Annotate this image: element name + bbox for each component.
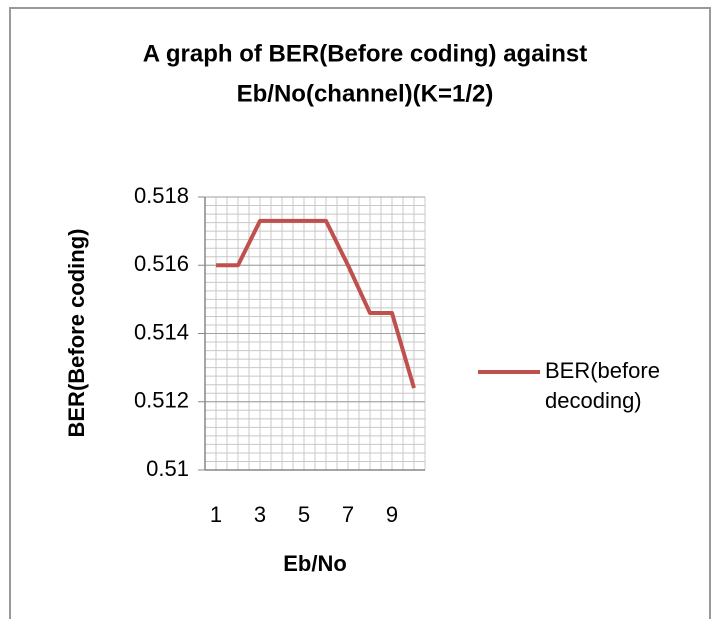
y-tick-label: 0.51 <box>146 456 189 481</box>
frame <box>9 7 711 619</box>
y-tick-label: 0.516 <box>134 251 189 276</box>
x-axis-label: Eb/No <box>283 551 347 576</box>
x-tick-label: 1 <box>210 502 222 527</box>
legend-label: BER(before decoding) <box>545 358 660 413</box>
x-tick-label: 3 <box>254 502 266 527</box>
series-line <box>216 218 416 389</box>
y-tick-label: 0.518 <box>134 183 189 208</box>
y-axis-label: BER(Before coding) <box>64 229 89 438</box>
y-tick-label: 0.512 <box>134 388 189 413</box>
y-tick-label: 0.514 <box>134 319 189 344</box>
x-tick-label: 7 <box>342 502 354 527</box>
x-tick-label: 9 <box>386 502 398 527</box>
x-tick-label: 5 <box>298 502 310 527</box>
chart-title: Eb/No(channel)(K=1/2) <box>237 80 494 107</box>
chart-title: A graph of BER(Before coding) against <box>143 40 587 67</box>
